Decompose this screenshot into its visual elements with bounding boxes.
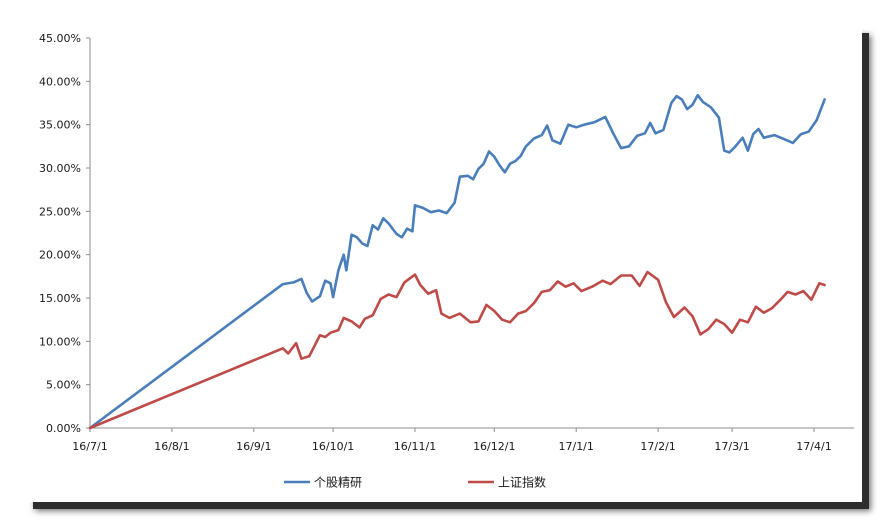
y-tick-label: 45.00% — [39, 32, 81, 45]
x-tick-label: 16/7/1 — [72, 440, 107, 453]
y-tick-label: 10.00% — [39, 335, 81, 348]
legend-label-1: 个股精研 — [314, 476, 362, 490]
x-axis-ticks: 16/7/1 16/8/1 16/9/1 16/10/1 16/11/1 16/12/1 1… — [72, 428, 832, 453]
x-tick-label: 17/4/1 — [796, 440, 831, 453]
x-tick-label: 16/10/1 — [312, 440, 354, 453]
legend-label-2: 上证指数 — [498, 475, 546, 490]
axes — [89, 38, 854, 429]
y-tick-label: 15.00% — [39, 292, 81, 305]
series-lines — [88, 93, 826, 430]
series-line-1 — [88, 93, 826, 430]
chart-frame: 0.00% 5.00% 10.00% 15.00% 20.00% 25.00% 30.00%… — [26, 26, 862, 502]
y-axis-ticks: 0.00% 5.00% 10.00% 15.00% 20.00% 25.00% 30.00%… — [39, 32, 90, 435]
x-tick-label: 16/11/1 — [394, 440, 436, 453]
legend: 个股精研 上证指数 — [284, 475, 546, 490]
x-tick-label: 17/1/1 — [558, 440, 593, 453]
line-chart: 0.00% 5.00% 10.00% 15.00% 20.00% 25.00% 30.00%… — [39, 32, 854, 490]
y-tick-label: 0.00% — [46, 422, 81, 435]
y-tick-label: 20.00% — [39, 249, 81, 262]
x-tick-label: 16/8/1 — [154, 440, 189, 453]
series-line-2 — [88, 270, 826, 430]
x-tick-label: 17/2/1 — [640, 440, 675, 453]
y-tick-label: 25.00% — [39, 205, 81, 218]
y-tick-label: 35.00% — [39, 119, 81, 132]
y-tick-label: 30.00% — [39, 162, 81, 175]
x-tick-label: 16/12/1 — [473, 440, 515, 453]
y-tick-label: 5.00% — [46, 379, 81, 392]
y-tick-label: 40.00% — [39, 75, 81, 88]
x-tick-label: 17/3/1 — [714, 440, 749, 453]
x-tick-label: 16/9/1 — [236, 440, 271, 453]
